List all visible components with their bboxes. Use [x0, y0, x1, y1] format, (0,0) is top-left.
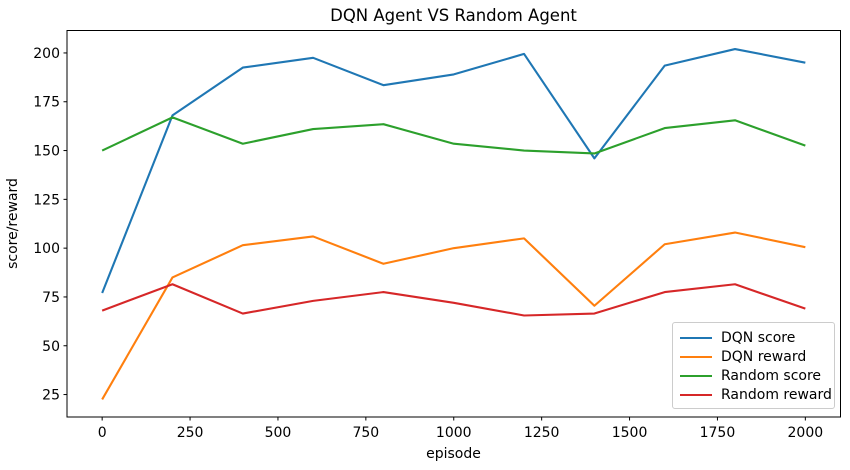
- y-tick-label: 25: [42, 388, 60, 404]
- x-axis-label: episode: [426, 446, 481, 462]
- line-random-score: [101, 116, 806, 155]
- x-tick-label: 1750: [700, 425, 736, 441]
- legend-item-dqn-score: DQN score: [680, 328, 826, 347]
- line-random-reward: [101, 283, 806, 317]
- y-tick-label: 100: [33, 241, 60, 257]
- legend-label: DQN reward: [721, 348, 807, 365]
- line-dqn-reward: [101, 231, 806, 400]
- legend-label: DQN score: [721, 329, 796, 346]
- legend-line-icon: [680, 393, 712, 396]
- legend-line-icon: [680, 336, 712, 339]
- y-tick-label: 150: [33, 144, 60, 160]
- line-dqn-score: [101, 47, 806, 294]
- chart-title: DQN Agent VS Random Agent: [330, 6, 577, 25]
- legend-line-icon: [680, 355, 712, 358]
- legend-label: Random score: [721, 367, 822, 384]
- x-tick-label: 0: [98, 425, 107, 441]
- y-tick-label: 125: [33, 192, 60, 208]
- x-tick-label: 1250: [524, 425, 560, 441]
- y-tick-label: 200: [33, 46, 60, 62]
- x-tick-label: 250: [177, 425, 204, 441]
- x-tick-label: 1500: [612, 425, 648, 441]
- legend-item-random-score: Random score: [680, 366, 826, 385]
- x-tick-label: 750: [352, 425, 379, 441]
- x-tick-label: 500: [265, 425, 292, 441]
- legend-item-random-reward: Random reward: [680, 385, 832, 404]
- y-tick-label: 75: [42, 290, 60, 306]
- legend-label: Random reward: [721, 386, 832, 403]
- axis-ticks: 0 250 500 750 1000 1250 1500 1750 2000 25 50 75 100 1…: [33, 46, 823, 441]
- x-tick-label: 1000: [436, 425, 472, 441]
- x-tick-label: 2000: [788, 425, 824, 441]
- data-series: [101, 47, 806, 400]
- y-tick-label: 50: [42, 339, 60, 355]
- legend-item-dqn-reward: DQN reward: [680, 347, 826, 366]
- y-axis-label: score/reward: [5, 178, 21, 269]
- legend: DQN score DQN reward Random score Random re…: [672, 322, 835, 409]
- y-tick-label: 175: [33, 95, 60, 111]
- legend-line-icon: [680, 374, 712, 377]
